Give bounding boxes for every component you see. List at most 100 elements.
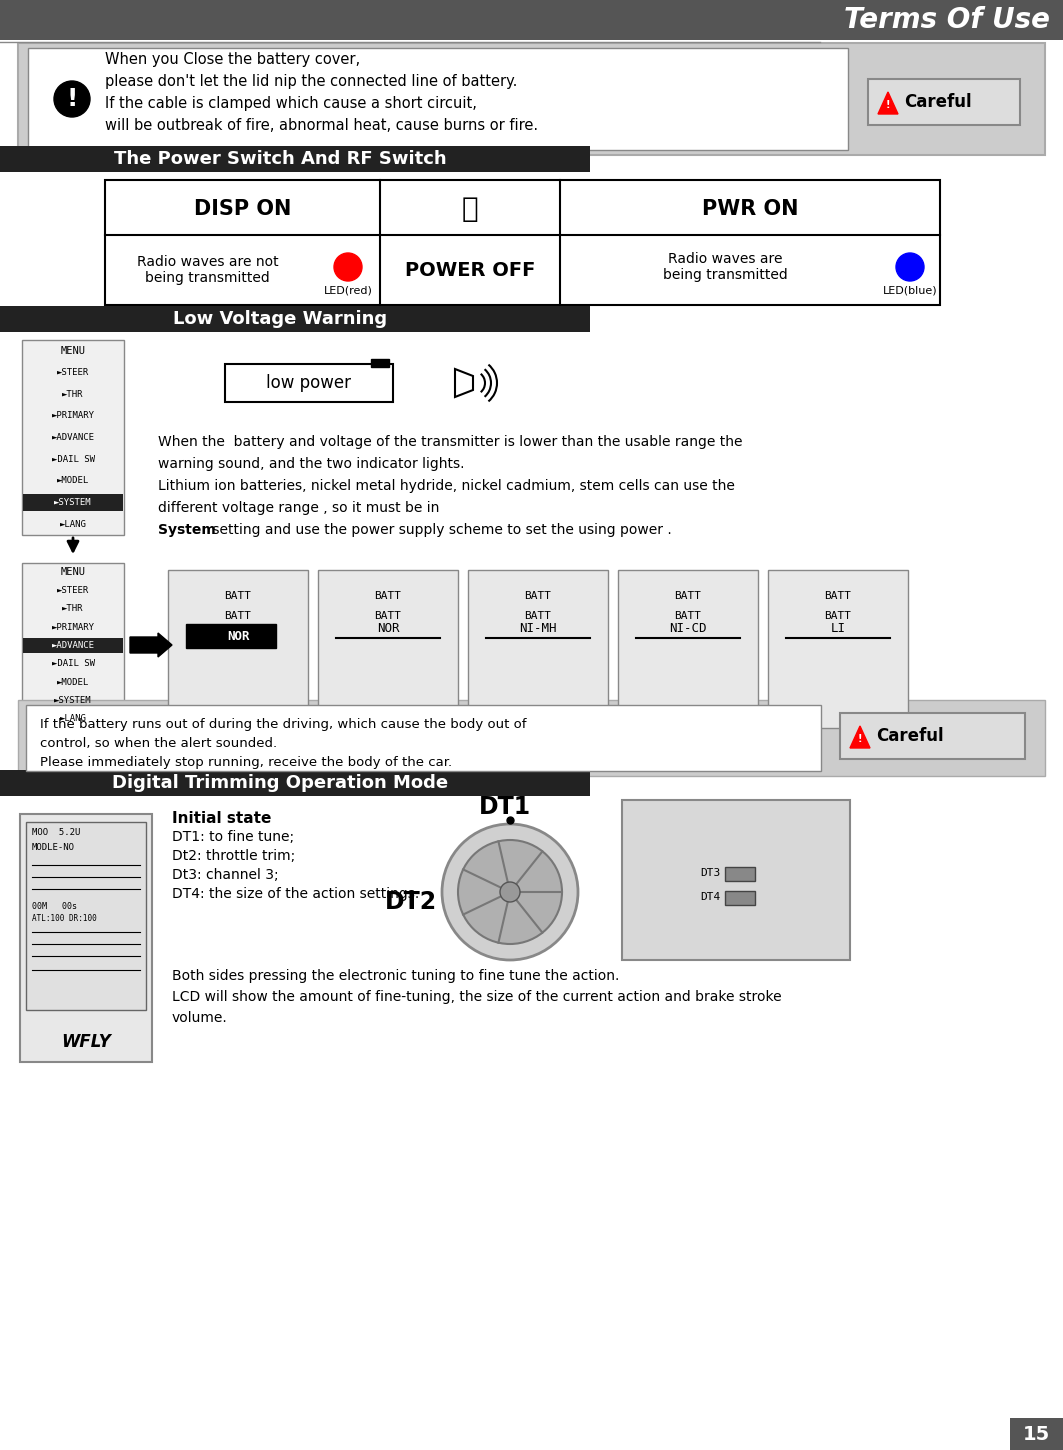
Bar [725,867,755,882]
Bar [22,339,124,535]
Text: MENU: MENU [61,347,85,355]
Polygon shape [850,726,870,748]
Circle shape [500,882,520,902]
Circle shape [896,252,924,281]
Text: DT2: DT2 [385,890,437,914]
Bar [1010,1418,1063,1450]
Bar [26,822,146,1011]
Text: BATT: BATT [675,592,702,600]
Bar [23,638,123,652]
Text: Radio waves are not
being transmitted: Radio waves are not being transmitted [137,255,279,286]
Text: Digital Trimming Operation Mode: Digital Trimming Operation Mode [112,774,449,792]
Text: DISP ON: DISP ON [193,199,291,219]
Bar [840,713,1025,758]
Text: volume.: volume. [172,1011,227,1025]
Text: 00M   00s: 00M 00s [32,902,77,911]
Text: !: ! [885,100,890,110]
Circle shape [334,252,362,281]
Bar [20,813,152,1061]
Text: ►LANG: ►LANG [60,519,86,529]
Bar [0,306,590,332]
Bar [468,570,608,728]
Text: NOR: NOR [226,629,249,642]
Text: ►ADVANCE: ►ADVANCE [51,641,95,650]
Text: Please immediately stop running, receive the body of the car.: Please immediately stop running, receive… [40,755,452,768]
Circle shape [442,824,578,960]
Text: LCD will show the amount of fine-tuning, the size of the current action and brak: LCD will show the amount of fine-tuning,… [172,990,781,1003]
Text: BATT: BATT [374,610,402,621]
Text: MODLE-NO: MODLE-NO [32,842,75,851]
Text: System: System [158,523,216,536]
Polygon shape [0,306,590,332]
Text: ►THR: ►THR [63,605,84,613]
Text: If the battery runs out of during the driving, which cause the body out of: If the battery runs out of during the dr… [40,718,526,731]
Text: NI-MH: NI-MH [519,622,557,635]
Text: ►THR: ►THR [63,390,84,399]
Bar [868,78,1020,125]
Text: When you Close the battery cover,: When you Close the battery cover, [105,52,360,67]
Text: ►PRIMARY: ►PRIMARY [51,412,95,420]
Text: Initial state: Initial state [172,811,271,825]
Text: Careful: Careful [876,726,944,745]
Text: Both sides pressing the electronic tuning to fine tune the action.: Both sides pressing the electronic tunin… [172,969,620,983]
Text: Low Voltage Warning: Low Voltage Warning [173,310,387,328]
Text: BATT: BATT [374,592,402,600]
Text: BATT: BATT [224,610,252,621]
Bar [28,48,848,149]
Bar [18,700,1045,776]
Text: Careful: Careful [904,93,972,112]
Text: LI: LI [830,622,845,635]
Bar [371,360,389,367]
Text: BATT: BATT [675,610,702,621]
Text: BATT: BATT [825,610,851,621]
Text: NI-CD: NI-CD [670,622,707,635]
Bar [0,770,590,796]
Text: !: ! [66,87,78,112]
Text: ►DAIL SW: ►DAIL SW [51,455,95,464]
FancyArrow shape [130,634,172,657]
Bar [618,570,758,728]
Text: ►DAIL SW: ►DAIL SW [51,660,95,668]
Text: ►STEER: ►STEER [57,368,89,377]
Text: 15: 15 [1023,1425,1049,1444]
Text: If the cable is clamped which cause a short circuit,: If the cable is clamped which cause a sh… [105,96,477,110]
Text: ATL:100 DR:100: ATL:100 DR:100 [32,914,97,922]
Polygon shape [0,146,590,173]
Bar [22,563,124,728]
Text: ►LANG: ►LANG [60,715,86,724]
Text: BATT: BATT [224,592,252,600]
Text: ⏻: ⏻ [461,194,478,223]
Bar [767,570,908,728]
Text: The Power Switch And RF Switch: The Power Switch And RF Switch [114,149,446,168]
Text: warning sound, and the two indicator lights.: warning sound, and the two indicator lig… [158,457,465,471]
Text: NOR: NOR [376,622,400,635]
Bar [186,624,276,648]
Text: Terms Of Use: Terms Of Use [844,6,1050,33]
Text: DT1: to fine tune;: DT1: to fine tune; [172,829,294,844]
Text: When the  battery and voltage of the transmitter is lower than the usable range : When the battery and voltage of the tran… [158,435,742,450]
Text: please don't let the lid nip the connected line of battery.: please don't let the lid nip the connect… [105,74,518,88]
Polygon shape [455,368,473,397]
Text: ►STEER: ►STEER [57,586,89,594]
Text: !: ! [858,734,862,744]
Text: PWR ON: PWR ON [702,199,798,219]
Text: ►SYSTEM: ►SYSTEM [54,497,91,507]
Text: DT4: DT4 [701,892,721,902]
Text: control, so when the alert sounded.: control, so when the alert sounded. [40,737,277,750]
Bar [725,890,755,905]
Circle shape [458,840,562,944]
Text: DT3: DT3 [701,869,721,879]
Text: ►ADVANCE: ►ADVANCE [51,434,95,442]
Text: Dt2: throttle trim;: Dt2: throttle trim; [172,850,296,863]
Bar [622,800,850,960]
Polygon shape [0,770,590,796]
Text: Radio waves are
being transmitted: Radio waves are being transmitted [662,252,788,283]
Text: BATT: BATT [825,592,851,600]
Bar [0,146,590,173]
Text: MENU: MENU [61,567,85,577]
Bar [168,570,308,728]
Text: BATT: BATT [524,592,552,600]
Text: DT1: DT1 [479,795,532,819]
Bar [23,493,123,512]
Bar [18,44,1045,155]
